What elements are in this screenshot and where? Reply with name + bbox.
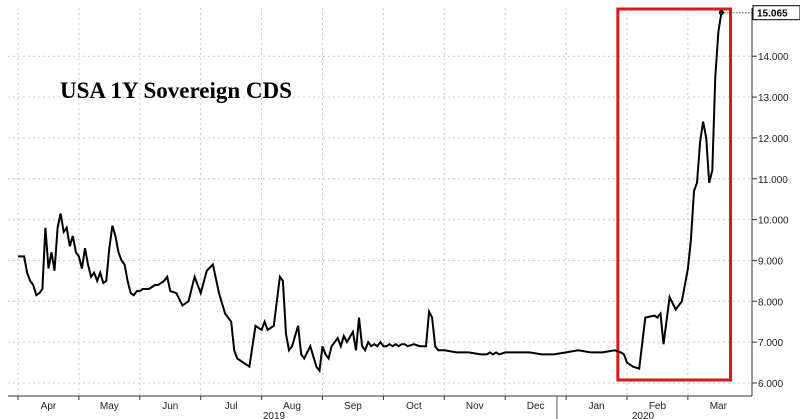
x-tick-label: Aug xyxy=(283,401,301,412)
y-tick-label: 13.000 xyxy=(758,93,789,104)
chart-title: USA 1Y Sovereign CDS xyxy=(60,78,292,103)
x-tick-label: Jan xyxy=(588,401,604,412)
x-tick-label: Sep xyxy=(344,401,362,412)
x-tick-label: May xyxy=(100,401,119,412)
x-axis: Apr May Jun Jul Aug Sep Oct Nov Dec Jan Feb Mar 2019… xyxy=(8,395,752,419)
y-axis: 6.000 7.000 8.000 9.000 10.000 11.000 12.000 13… xyxy=(751,8,789,396)
y-tick-label: 12.000 xyxy=(758,134,789,145)
x-tick-label: Dec xyxy=(527,401,545,412)
y-tick-label: 9.000 xyxy=(758,256,783,267)
y-tick-label: 8.000 xyxy=(758,297,783,308)
last-value-box xyxy=(752,5,800,21)
y-tick-label: 10.000 xyxy=(758,216,789,227)
x-tick-label: Mar xyxy=(710,401,728,412)
last-value-label: 15.065 xyxy=(757,9,788,20)
x-tick-label: Jul xyxy=(225,401,238,412)
y-tick-label: 6.000 xyxy=(758,379,783,390)
y-tick-label: 7.000 xyxy=(758,338,783,349)
last-value-marker: 15.065 xyxy=(718,5,800,21)
x-tick-label: Feb xyxy=(649,401,667,412)
grid-lines xyxy=(8,8,752,396)
x-tick-label: Nov xyxy=(466,401,484,412)
highlight-box xyxy=(616,7,733,382)
year-label-2019: 2019 xyxy=(263,411,286,419)
cds-series-line xyxy=(18,12,723,374)
y-tick-label: 11.000 xyxy=(758,175,788,186)
x-tick-label: Jun xyxy=(162,401,178,412)
x-tick-label: Apr xyxy=(41,401,57,412)
y-tick-label: 14.000 xyxy=(758,52,789,63)
year-label-2020: 2020 xyxy=(632,411,655,419)
x-tick-label: Oct xyxy=(406,401,422,412)
